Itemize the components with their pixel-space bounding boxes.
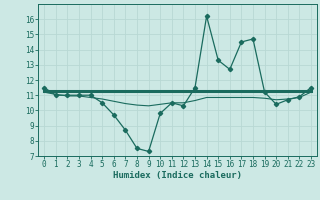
X-axis label: Humidex (Indice chaleur): Humidex (Indice chaleur) [113,171,242,180]
